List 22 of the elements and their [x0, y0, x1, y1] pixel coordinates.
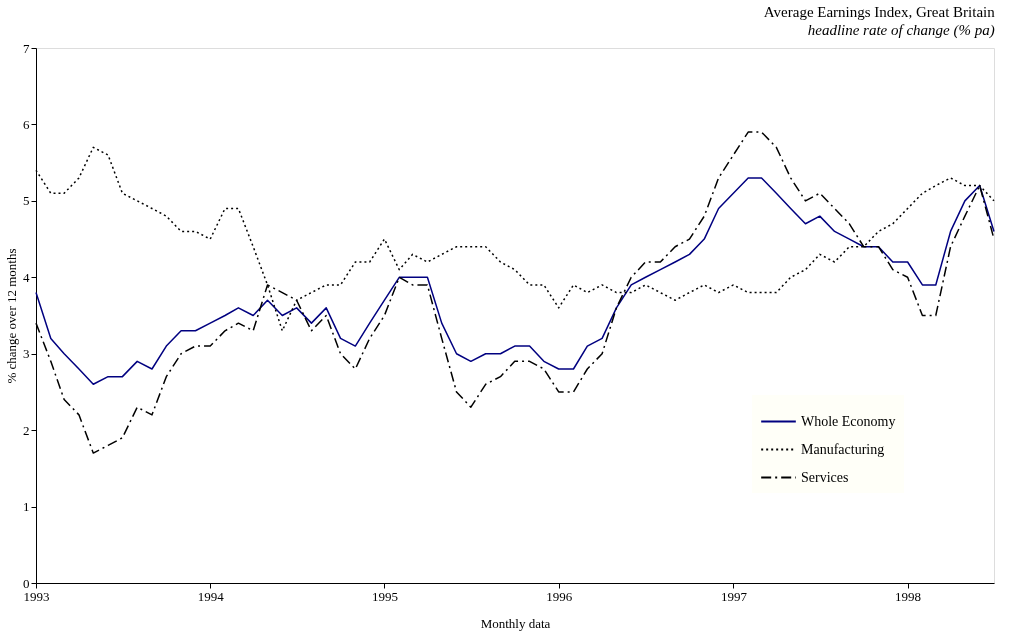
- chart-subtitle: headline rate of change (% pa): [807, 22, 995, 39]
- x-tick-label: 1993: [23, 588, 50, 604]
- legend-label: Services: [801, 469, 849, 485]
- chart-title: Average Earnings Index, Great Britain: [763, 4, 996, 20]
- x-tick-label: 1998: [895, 588, 922, 604]
- y-tick-label: 7: [23, 40, 30, 56]
- legend-label: Manufacturing: [801, 441, 885, 457]
- x-axis-title: Monthly data: [480, 615, 551, 631]
- y-tick-label: 2: [23, 422, 30, 438]
- line-series: [35, 177, 995, 386]
- legend-label: Whole Economy: [801, 413, 896, 429]
- x-tick-label: 1997: [720, 588, 748, 604]
- y-tick-label: 4: [23, 269, 30, 285]
- x-tick-label: 1995: [371, 588, 398, 604]
- x-tick-label: 1994: [197, 588, 225, 604]
- y-tick-label: 0: [23, 575, 30, 591]
- y-tick-label: 6: [23, 116, 30, 132]
- y-tick-label: 3: [23, 346, 30, 362]
- y-tick-label: 5: [23, 193, 30, 209]
- y-tick-label: 1: [23, 499, 30, 515]
- y-axis-title: % change over 12 months: [4, 248, 19, 384]
- x-tick-label: 1996: [546, 588, 573, 604]
